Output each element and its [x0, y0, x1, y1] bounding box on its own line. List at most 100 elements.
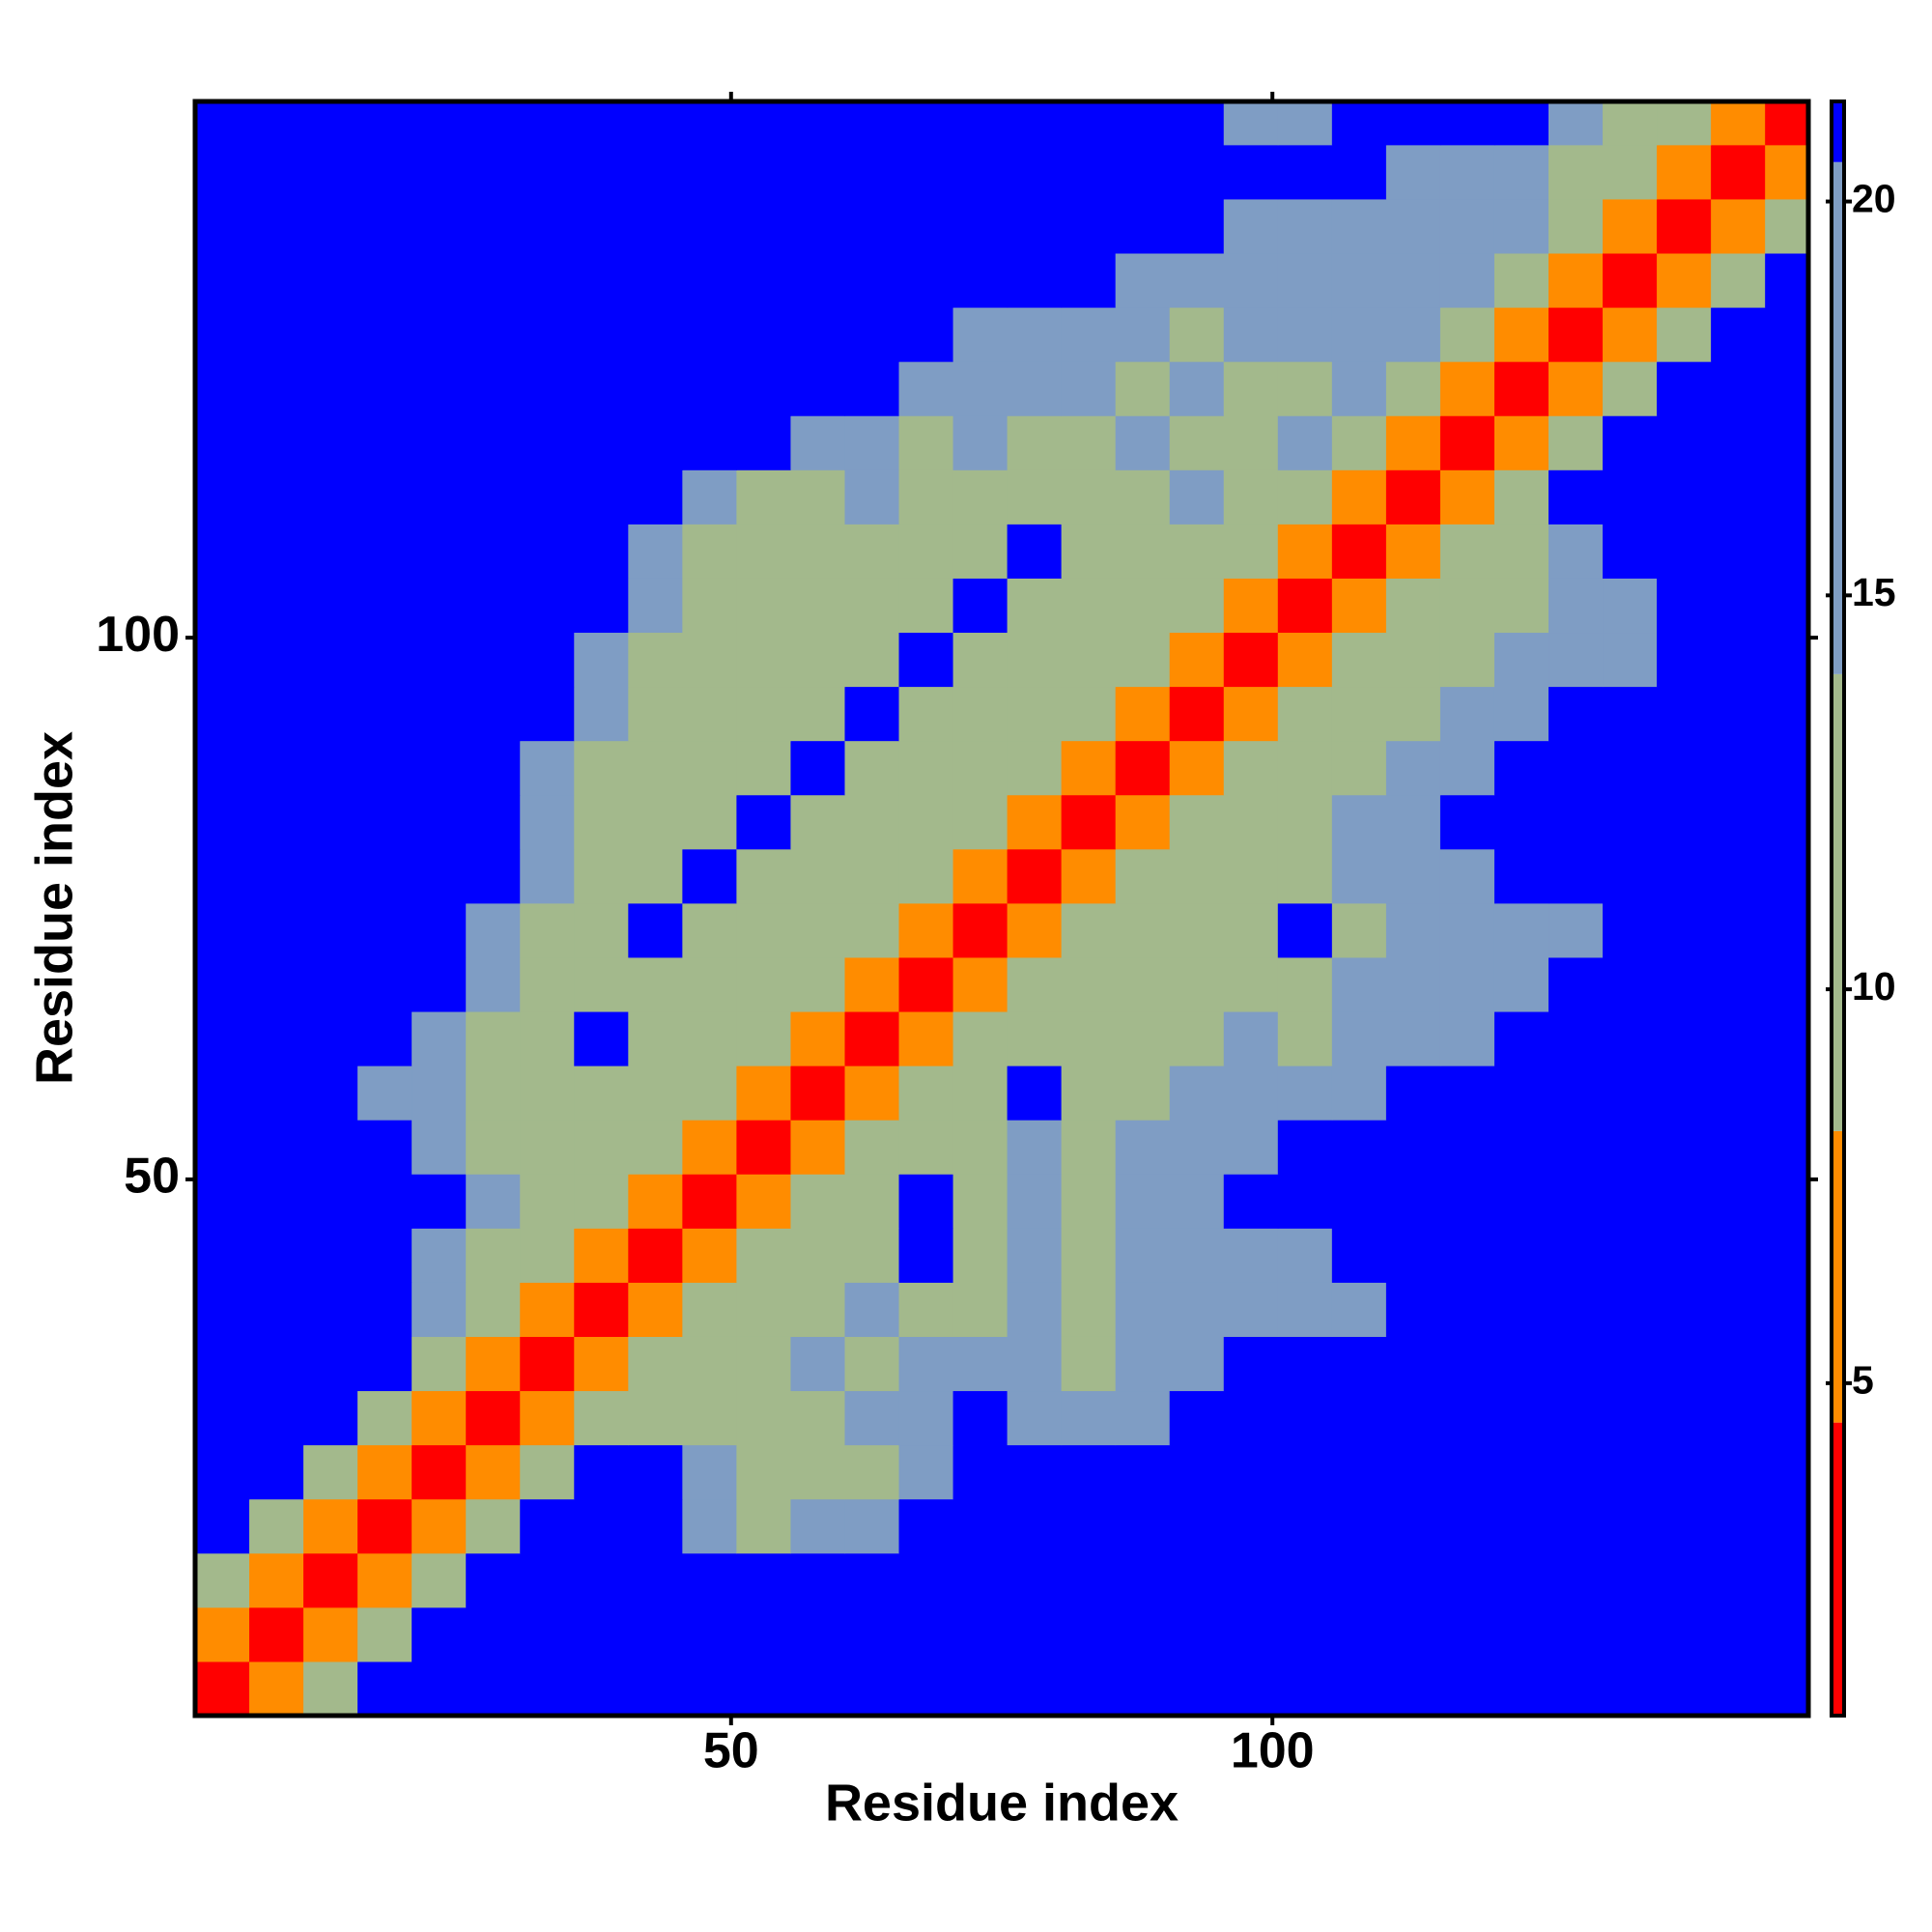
heatmap-cell — [1385, 1011, 1441, 1066]
heatmap-cell — [303, 1444, 358, 1500]
heatmap-cell — [898, 1011, 954, 1066]
heatmap-cell — [1169, 1444, 1225, 1500]
heatmap-cell — [1657, 740, 1712, 796]
heatmap-cell — [249, 1174, 304, 1229]
heatmap-cell — [249, 524, 304, 579]
heatmap-cell — [952, 956, 1009, 1012]
heatmap-cell — [1711, 740, 1766, 796]
heatmap-cell — [736, 469, 791, 525]
heatmap-cell — [1657, 1444, 1712, 1500]
heatmap-cell — [520, 1444, 575, 1500]
heatmap-cell — [574, 361, 629, 416]
heatmap-cell — [1061, 794, 1117, 850]
heatmap-cell — [1385, 902, 1441, 958]
heatmap-cell — [1711, 307, 1766, 362]
heatmap-cell — [249, 1661, 304, 1716]
heatmap-cell — [574, 578, 629, 634]
heatmap-cell — [736, 1661, 791, 1716]
heatmap-cell — [952, 469, 1009, 525]
heatmap-cell — [1007, 794, 1063, 850]
heatmap-cell — [952, 1498, 1009, 1554]
heatmap-cell — [736, 361, 791, 416]
heatmap-cell — [249, 740, 304, 796]
heatmap-cell — [1657, 144, 1712, 200]
colorbar-segment — [1832, 1130, 1844, 1423]
heatmap-cell — [1385, 1282, 1441, 1337]
heatmap-cell — [1439, 902, 1495, 958]
heatmap-cell — [303, 794, 358, 850]
heatmap-cell — [520, 469, 575, 525]
heatmap-cell — [1061, 1336, 1117, 1392]
heatmap-cell — [736, 1120, 791, 1175]
heatmap-cell — [682, 1011, 737, 1066]
heatmap-cell — [357, 307, 412, 362]
heatmap-cell — [1169, 198, 1225, 254]
heatmap-cell — [1223, 524, 1279, 579]
heatmap-cell — [249, 253, 304, 308]
heatmap-cell — [682, 1228, 737, 1283]
heatmap-cell — [1765, 1065, 1808, 1121]
heatmap-cell — [1115, 253, 1171, 308]
heatmap-cell — [412, 1011, 467, 1066]
heatmap-cell — [1765, 101, 1808, 146]
heatmap-cell — [898, 1444, 954, 1500]
heatmap-cell — [952, 902, 1009, 958]
heatmap-cell — [466, 101, 521, 146]
heatmap-cell — [682, 307, 737, 362]
heatmap-cell — [1657, 1606, 1712, 1662]
heatmap-cell — [1007, 578, 1063, 634]
heatmap-cell — [1385, 1552, 1441, 1608]
heatmap-cell — [1711, 361, 1766, 416]
heatmap-cell — [1385, 1174, 1441, 1229]
heatmap-cell — [1385, 956, 1441, 1012]
heatmap-cell — [1007, 1606, 1063, 1662]
heatmap-cell — [574, 198, 629, 254]
heatmap-cell — [357, 848, 412, 904]
heatmap-cell — [1331, 1065, 1387, 1121]
heatmap-cell — [682, 1120, 737, 1175]
heatmap-cell — [1115, 578, 1171, 634]
heatmap-cell — [736, 578, 791, 634]
heatmap-cell — [1061, 524, 1117, 579]
heatmap-cell — [1765, 1336, 1808, 1392]
heatmap-cell — [1277, 794, 1333, 850]
heatmap-cell — [1765, 740, 1808, 796]
heatmap-cell — [1007, 524, 1063, 579]
heatmap-cell — [1277, 415, 1333, 470]
heatmap-cell — [1711, 198, 1766, 254]
heatmap-cell — [1493, 686, 1549, 742]
heatmap-cell — [1765, 578, 1808, 634]
heatmap-cell — [898, 1065, 954, 1121]
heatmap-cell — [466, 1552, 521, 1608]
heatmap-cell — [1657, 1174, 1712, 1229]
heatmap-cell — [249, 144, 304, 200]
y-axis-title: Residue index — [25, 731, 83, 1085]
heatmap-cell — [1007, 1228, 1063, 1283]
heatmap-cell — [520, 1498, 575, 1554]
heatmap-cell — [1657, 902, 1712, 958]
heatmap-cell — [357, 902, 412, 958]
heatmap-cell — [1061, 307, 1117, 362]
heatmap-cell — [1711, 956, 1766, 1012]
heatmap-cell — [1439, 361, 1495, 416]
heatmap-cell — [1603, 101, 1658, 146]
heatmap-cell — [790, 686, 845, 742]
heatmap-cell — [1331, 307, 1387, 362]
heatmap-cell — [628, 1174, 683, 1229]
heatmap-cell — [628, 1282, 683, 1337]
heatmap-cell — [1603, 144, 1658, 200]
heatmap-cell — [1277, 361, 1333, 416]
heatmap-cell — [844, 1552, 900, 1608]
heatmap-cell — [1169, 1336, 1225, 1392]
heatmap-cell — [1439, 101, 1495, 146]
heatmap-cell — [412, 1065, 467, 1121]
heatmap-cell — [1061, 1661, 1117, 1716]
heatmap-cell — [1548, 415, 1604, 470]
heatmap-cell — [249, 1120, 304, 1175]
heatmap-cell — [412, 144, 467, 200]
heatmap-cell — [1007, 1661, 1063, 1716]
heatmap-cell — [1657, 198, 1712, 254]
heatmap-cell — [736, 415, 791, 470]
heatmap-cell — [574, 469, 629, 525]
heatmap-cell — [1493, 361, 1549, 416]
